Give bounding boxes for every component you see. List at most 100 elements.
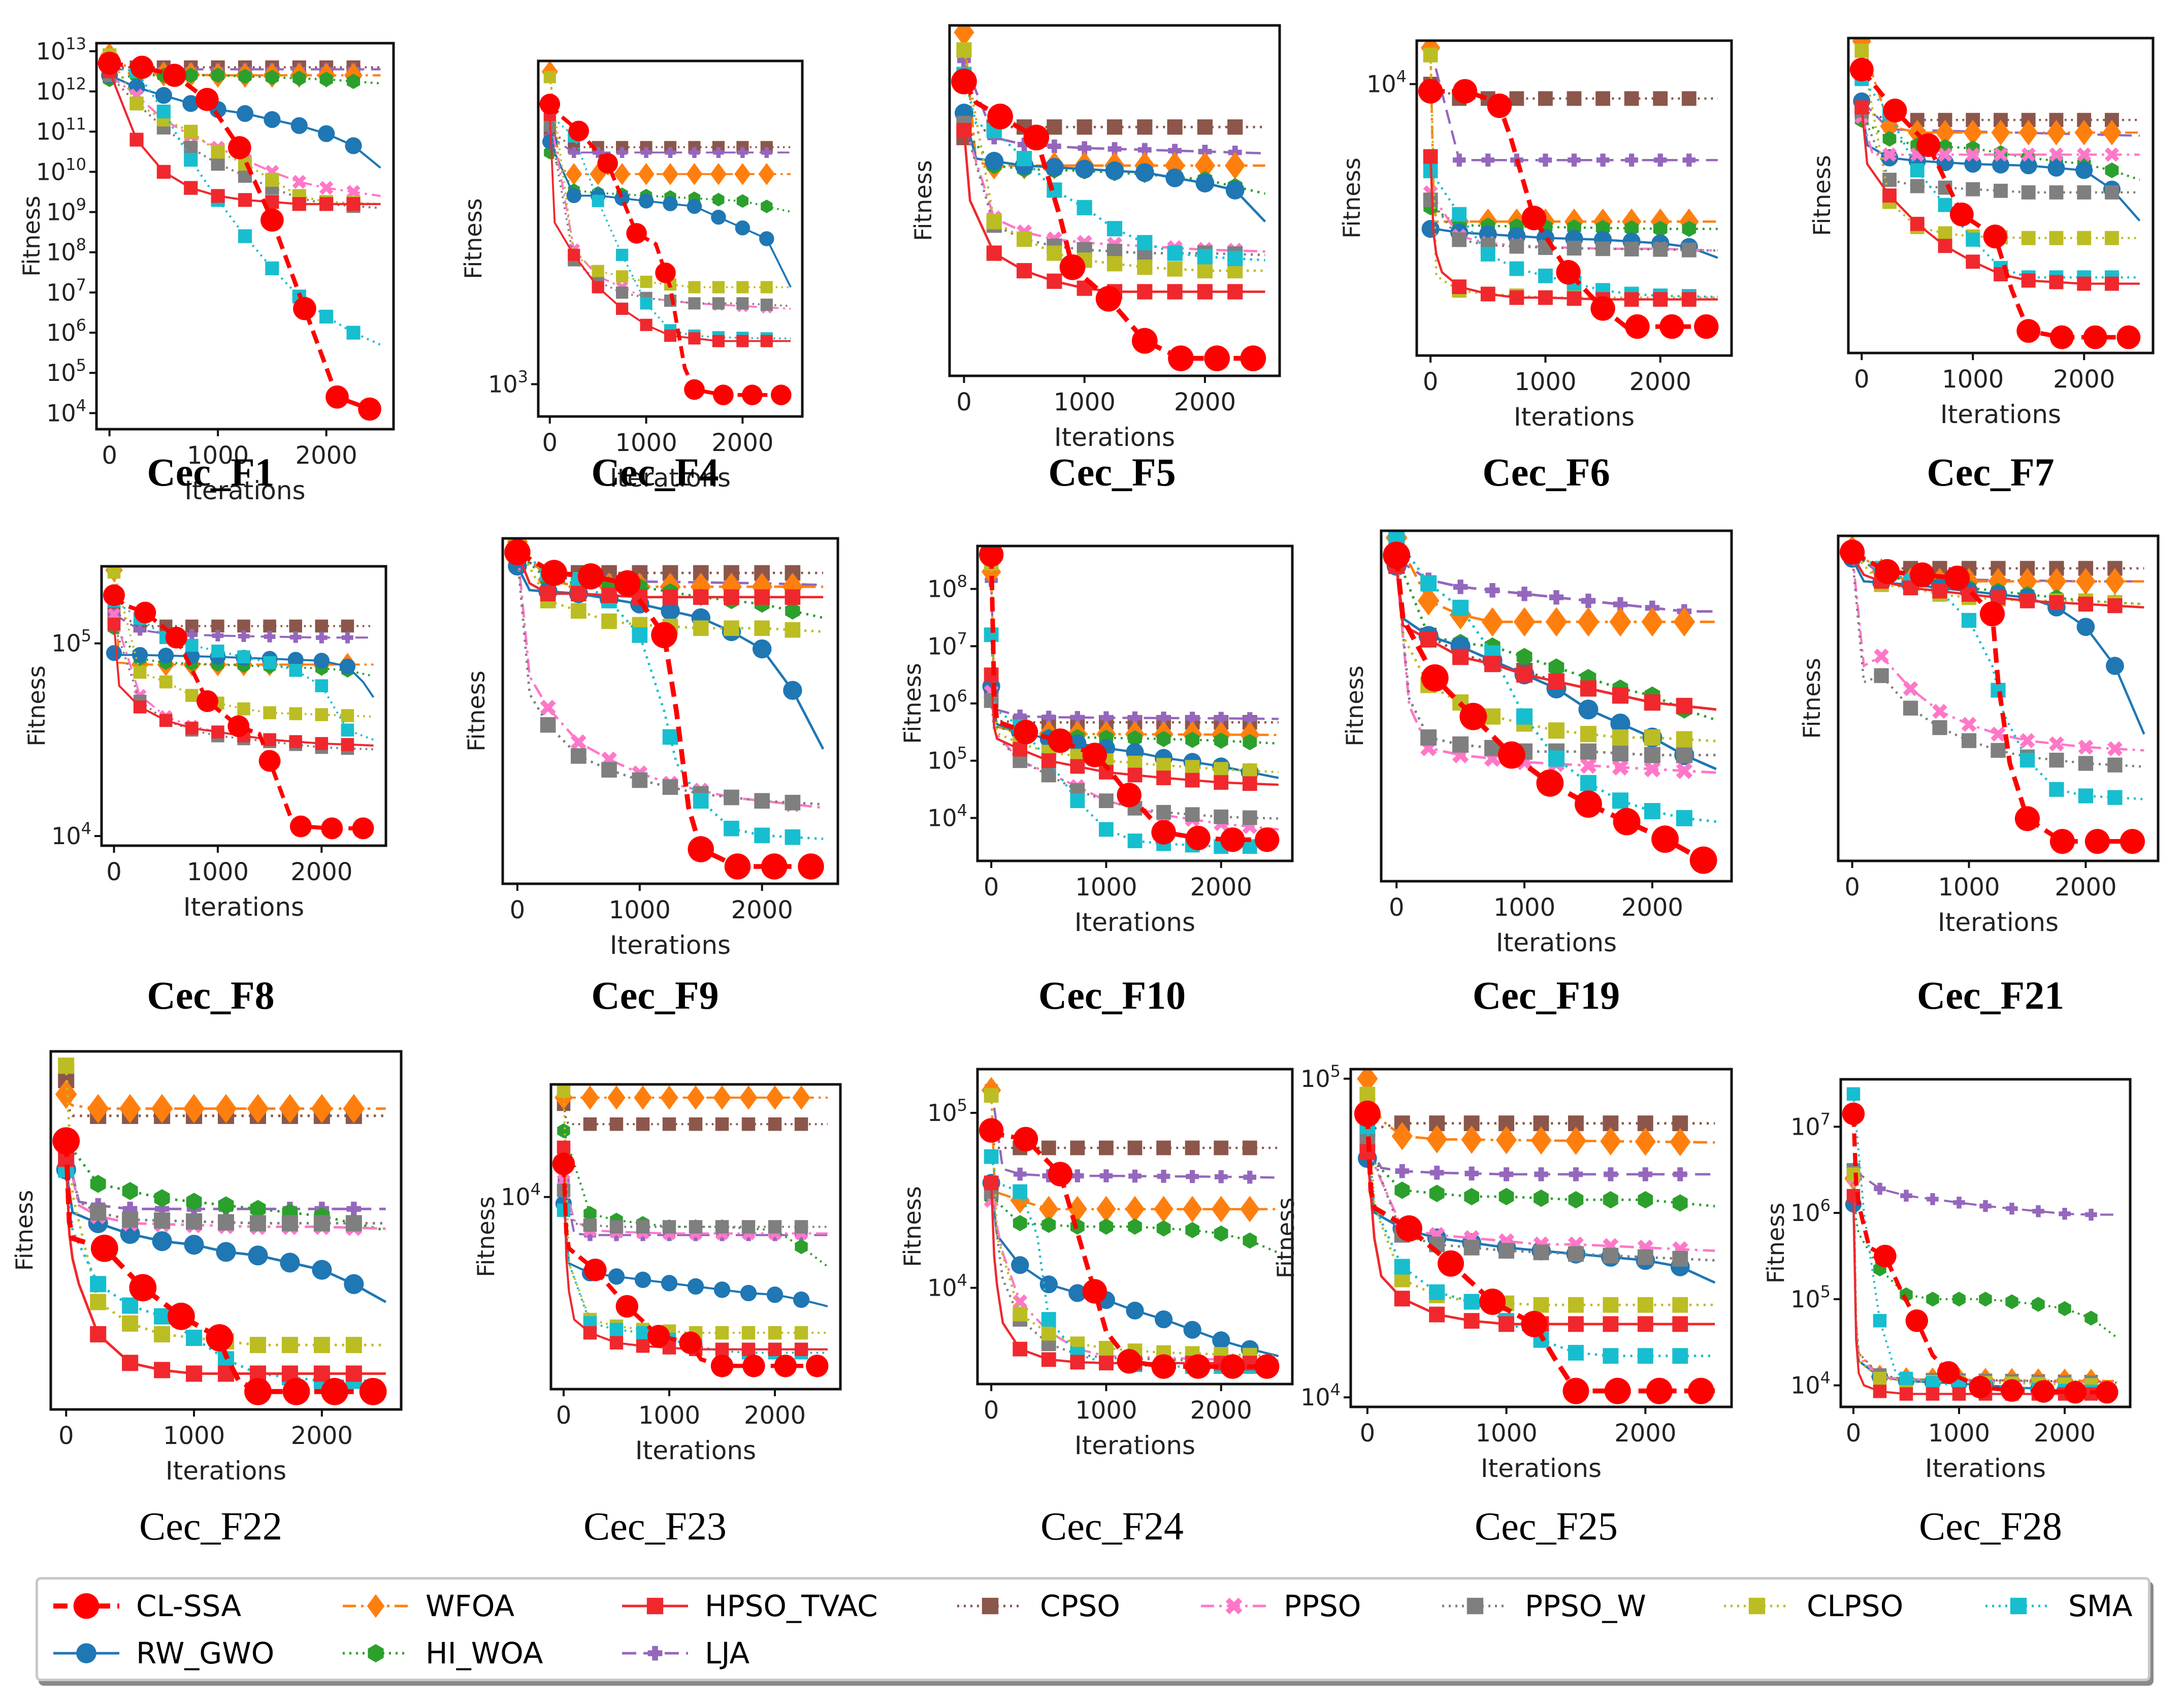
data-point	[1127, 833, 1143, 848]
data-point	[1077, 119, 1092, 135]
data-point	[133, 700, 147, 714]
data-point	[1903, 681, 1918, 696]
data-point	[1240, 345, 1266, 371]
series-line	[63, 1141, 386, 1394]
y-axis-label: Fitness	[1341, 665, 1368, 746]
data-point	[592, 147, 604, 158]
data-point	[319, 72, 333, 87]
x-axis-label: Iterations	[1054, 423, 1175, 452]
data-point	[282, 1377, 310, 1405]
data-point	[979, 546, 1004, 567]
data-point	[1220, 827, 1245, 852]
data-point	[244, 1377, 272, 1405]
data-point	[1612, 729, 1628, 746]
data-point	[2017, 568, 2037, 595]
data-point	[679, 1331, 702, 1354]
data-point	[616, 302, 629, 315]
data-point	[1644, 760, 1661, 778]
data-point	[568, 120, 590, 142]
plot-area	[103, 566, 375, 840]
data-point	[211, 189, 225, 203]
data-point	[315, 737, 329, 750]
data-point	[616, 147, 628, 158]
data-point	[655, 262, 676, 283]
data-point	[662, 729, 678, 745]
data-point	[636, 1339, 650, 1353]
data-point	[689, 1117, 703, 1131]
data-point	[1039, 1275, 1058, 1294]
chart-legend: CL-SSA WFOA HPSO_TVAC CPSO PPSO PPSO_W CLPSO SM…	[36, 1577, 2150, 1681]
data-point	[736, 281, 749, 294]
data-point	[754, 827, 770, 844]
x-tick-label: 2000	[2055, 873, 2116, 902]
data-point	[90, 1326, 107, 1342]
y-axis-label: Fitness	[899, 1186, 926, 1267]
data-point	[1157, 1170, 1170, 1183]
data-point	[1548, 722, 1565, 739]
data-point	[2095, 1380, 2118, 1404]
x-tick-label: 2000	[291, 1422, 353, 1450]
axes-frame	[1380, 529, 1733, 883]
legend-swatch-icon	[622, 1597, 688, 1615]
data-point	[2019, 752, 2035, 768]
data-point	[2116, 325, 2141, 349]
data-point	[1068, 1284, 1087, 1302]
data-point	[783, 681, 802, 700]
data-point	[292, 71, 306, 86]
data-point	[1463, 1294, 1480, 1310]
data-point	[984, 1088, 999, 1103]
data-point	[352, 817, 374, 840]
data-point	[155, 87, 172, 104]
data-point	[1423, 48, 1438, 62]
data-point	[1067, 1196, 1088, 1223]
data-point	[1653, 91, 1668, 106]
subplot-canvas: 0 1000 2000 Iterations 103 Fitness	[460, 59, 804, 493]
axes-frame	[948, 24, 1281, 377]
data-point	[315, 679, 329, 692]
series-line	[1395, 544, 1716, 743]
data-point	[2021, 185, 2036, 200]
data-point	[236, 105, 254, 122]
data-point	[686, 163, 703, 185]
x-tick-label: 0	[556, 1401, 572, 1430]
series-clpso	[1854, 43, 2140, 245]
legend-marker-icon	[647, 1646, 663, 1661]
data-point	[1463, 1239, 1480, 1256]
data-point	[1549, 590, 1564, 605]
data-point	[212, 630, 224, 641]
plot-area	[1849, 38, 2141, 349]
data-point	[1672, 1316, 1688, 1332]
legend-swatch-icon	[1201, 1597, 1267, 1615]
series-line	[549, 130, 791, 148]
data-point	[2075, 568, 2096, 595]
data-point	[1396, 1215, 1422, 1242]
data-point	[185, 721, 199, 735]
data-point	[1429, 1284, 1445, 1300]
plot-area	[1840, 536, 2145, 854]
subplot-cec-f9: 0 1000 2000 Iterations Fitness	[432, 533, 848, 970]
data-point	[1041, 1312, 1056, 1327]
data-point	[634, 1271, 651, 1288]
data-point	[1151, 1354, 1176, 1379]
x-axis-label: Iterations	[183, 892, 304, 922]
data-point	[785, 829, 801, 845]
data-point	[1137, 235, 1153, 250]
data-point	[684, 379, 705, 400]
plot-area	[979, 546, 1280, 854]
x-tick-label: 1000	[1938, 873, 2000, 902]
data-point	[640, 318, 653, 331]
series-line	[1852, 1170, 2118, 1339]
x-tick-label: 2000	[2053, 365, 2115, 394]
subplot-canvas: 0 1000 2000 Iterations 104 105 106 107 Fitness	[1762, 1078, 2132, 1483]
subplot-cec-f10: 0 1000 2000 Iterations 104 105 106 107 108 Fitnes…	[899, 541, 1302, 947]
data-point	[768, 1220, 782, 1234]
data-point	[280, 1253, 300, 1273]
data-point	[1578, 699, 1599, 720]
data-point	[211, 725, 224, 738]
series-line	[549, 152, 791, 213]
data-point	[1910, 163, 1925, 178]
data-point	[768, 1342, 782, 1356]
data-point	[2046, 568, 2067, 595]
y-tick-label: 106	[46, 315, 86, 346]
data-point	[321, 1377, 348, 1405]
